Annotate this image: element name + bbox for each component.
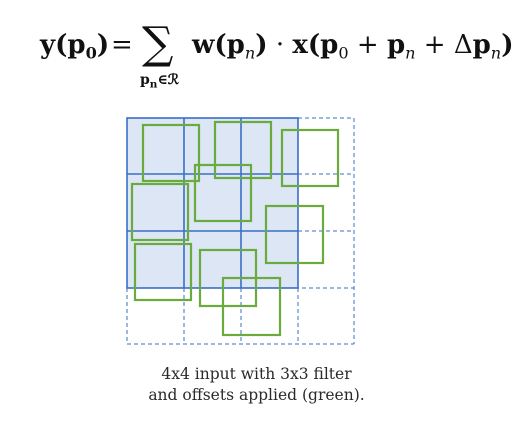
offset-square-9 (221, 276, 282, 337)
formula-lhs: y(p0) (40, 30, 110, 63)
summation-subscript: pn∈ℛ (140, 72, 179, 91)
filter-grid (126, 117, 299, 289)
caption-line-1: 4x4 input with 3x3 filter (161, 365, 352, 383)
offset-square-5 (193, 163, 253, 223)
offset-square-6 (264, 204, 325, 265)
offset-square-3 (280, 128, 340, 188)
offset-square-4 (130, 182, 190, 242)
filter-region (127, 118, 298, 288)
offset-square-7 (133, 242, 193, 302)
caption-line-2: and offsets applied (green). (148, 386, 365, 404)
summation-symbol: ∑ (142, 18, 174, 69)
offset-square-1 (141, 123, 201, 183)
offset-square-2 (213, 120, 273, 180)
formula-equals: = (111, 30, 133, 60)
formula-rhs: w(pn) · x(p0 + pn + Δpn) (192, 30, 513, 63)
diagram-caption: 4x4 input with 3x3 filter and offsets ap… (0, 364, 513, 406)
deformable-conv-formula: y(p0) = ∑ pn∈ℛ w(pn) · x(p0 + pn + Δpn) (0, 18, 513, 100)
offset-squares (130, 120, 340, 337)
filter-border (126, 117, 299, 289)
